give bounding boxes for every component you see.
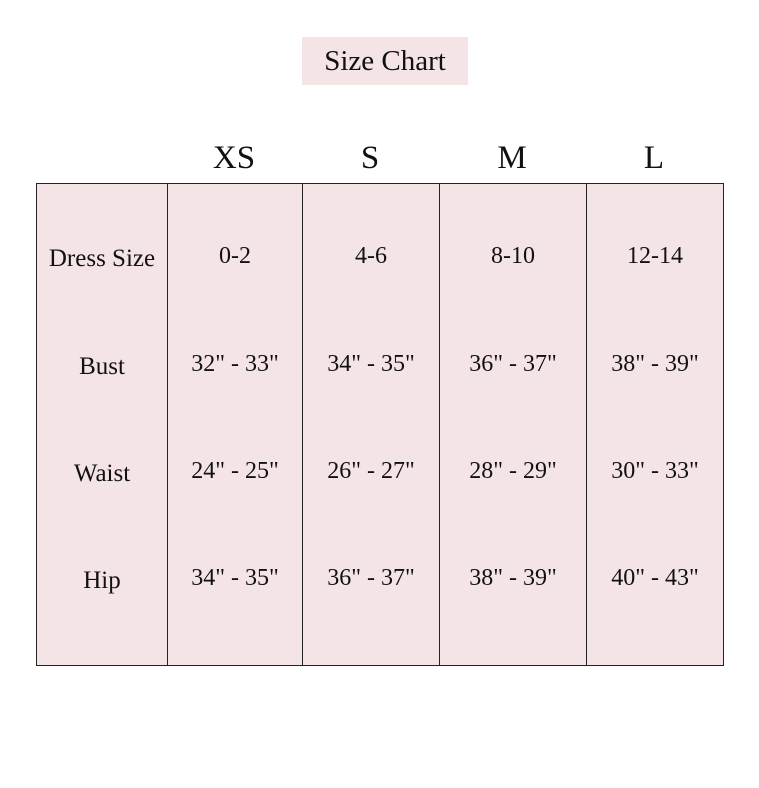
- table-cell: 32" - 33": [191, 351, 279, 377]
- table-cell: 34" - 35": [191, 565, 279, 591]
- table-cell: 38" - 39": [611, 351, 699, 377]
- page-title: Size Chart: [302, 37, 468, 85]
- size-header-l: L: [643, 140, 665, 176]
- column-divider: [302, 184, 303, 665]
- table-cell: 36" - 37": [469, 351, 557, 377]
- table-cell: 8-10: [491, 243, 535, 269]
- table-cell: 40" - 43": [611, 565, 699, 591]
- column-divider: [586, 184, 587, 665]
- table-cell: 36" - 37": [327, 565, 415, 591]
- column-divider: [439, 184, 440, 665]
- row-label: Dress Size: [48, 245, 156, 272]
- table-cell: 30" - 33": [611, 458, 699, 484]
- size-table: Dress Size 0-2 4-6 8-10 12-14 Bust 32" - 33" 34…: [36, 183, 724, 666]
- table-cell: 34" - 35": [327, 351, 415, 377]
- table-cell: 28" - 29": [469, 458, 557, 484]
- table-cell: 26" - 27": [327, 458, 415, 484]
- row-label: Bust: [79, 353, 125, 380]
- size-header-xs: XS: [212, 140, 256, 176]
- column-divider: [167, 184, 168, 665]
- size-header-m: M: [497, 140, 527, 176]
- table-cell: 12-14: [627, 243, 683, 269]
- row-label: Hip: [83, 567, 121, 594]
- table-cell: 38" - 39": [469, 565, 557, 591]
- table-cell: 24" - 25": [191, 458, 279, 484]
- size-header-s: S: [360, 140, 380, 176]
- table-cell: 4-6: [355, 243, 387, 269]
- table-cell: 0-2: [219, 243, 251, 269]
- row-label: Waist: [73, 460, 131, 487]
